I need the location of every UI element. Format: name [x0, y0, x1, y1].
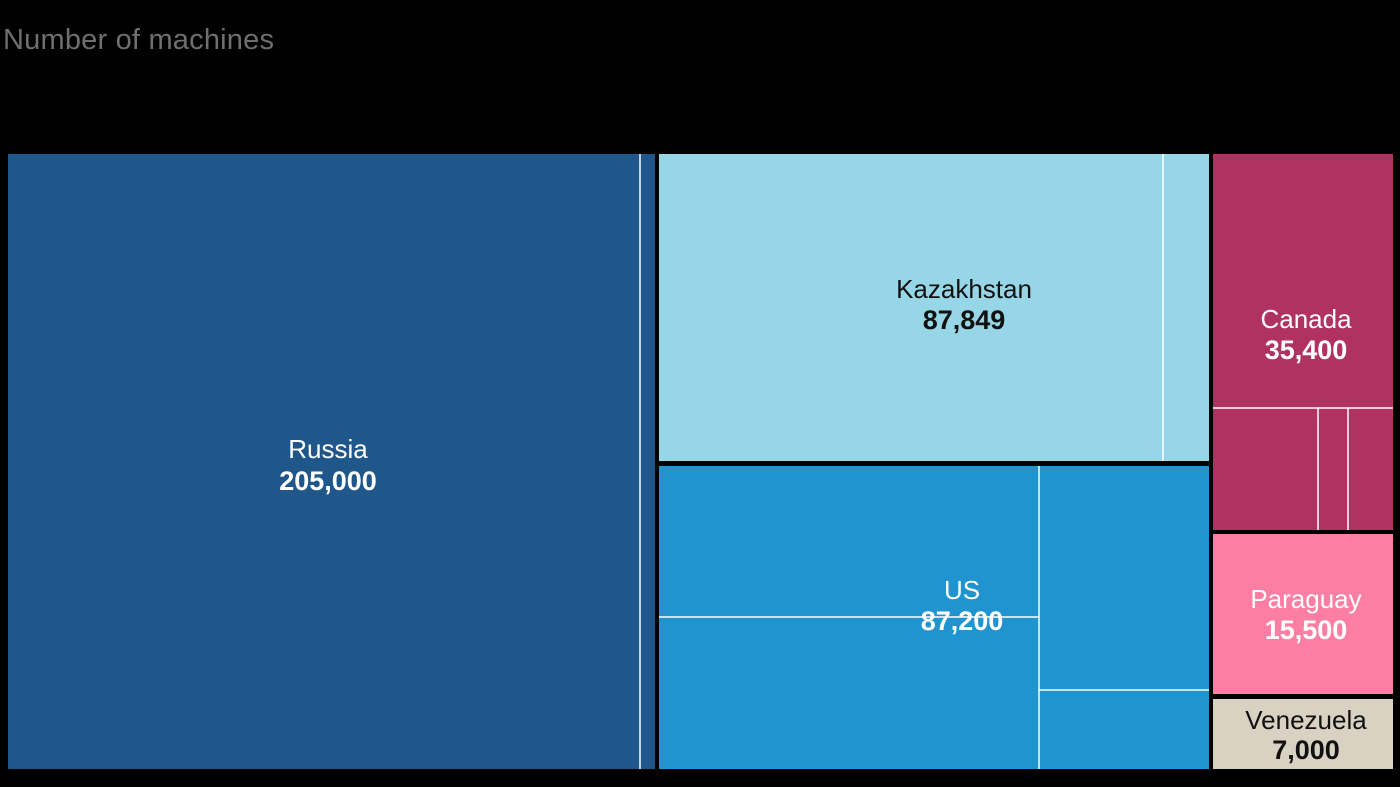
- tile-paraguay-value: 15,500: [1265, 615, 1348, 645]
- tile-canada: [1213, 154, 1393, 530]
- tile-us-label: US: [944, 575, 980, 605]
- tile-russia: [8, 154, 655, 769]
- tile-paraguay: [1213, 534, 1393, 694]
- tile-venezuela-value: 7,000: [1272, 735, 1340, 765]
- tile-venezuela: [1213, 699, 1393, 769]
- tile-kazakhstan: [659, 154, 1209, 461]
- tile-kazakhstan-label: Kazakhstan: [896, 274, 1032, 304]
- tile-us-value: 87,200: [921, 606, 1004, 636]
- tile-kazakhstan-value: 87,849: [923, 305, 1006, 335]
- tile-canada-label: Canada: [1260, 304, 1352, 334]
- tile-paraguay-label: Paraguay: [1250, 584, 1361, 614]
- tile-russia-label: Russia: [288, 434, 368, 464]
- tile-russia-value: 205,000: [279, 466, 377, 496]
- tile-venezuela-label: Venezuela: [1245, 705, 1367, 735]
- chart-subtitle: Number of machines: [3, 24, 275, 56]
- tile-canada-value: 35,400: [1265, 335, 1348, 365]
